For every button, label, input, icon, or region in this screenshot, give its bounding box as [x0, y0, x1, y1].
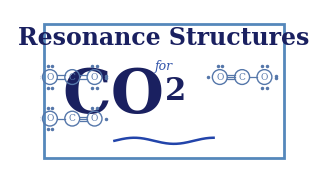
Text: for: for — [155, 60, 173, 73]
Text: O: O — [91, 73, 98, 82]
Text: O: O — [91, 114, 98, 123]
Text: C: C — [239, 73, 245, 82]
Text: 2: 2 — [165, 76, 187, 107]
Text: C: C — [69, 73, 76, 82]
Text: CO: CO — [62, 66, 164, 126]
Text: O: O — [216, 73, 223, 82]
Text: O: O — [46, 114, 54, 123]
Text: O: O — [261, 73, 268, 82]
Text: C: C — [69, 114, 76, 123]
FancyBboxPatch shape — [44, 24, 284, 158]
Text: O: O — [46, 73, 54, 82]
Text: Resonance Structures: Resonance Structures — [18, 26, 310, 50]
